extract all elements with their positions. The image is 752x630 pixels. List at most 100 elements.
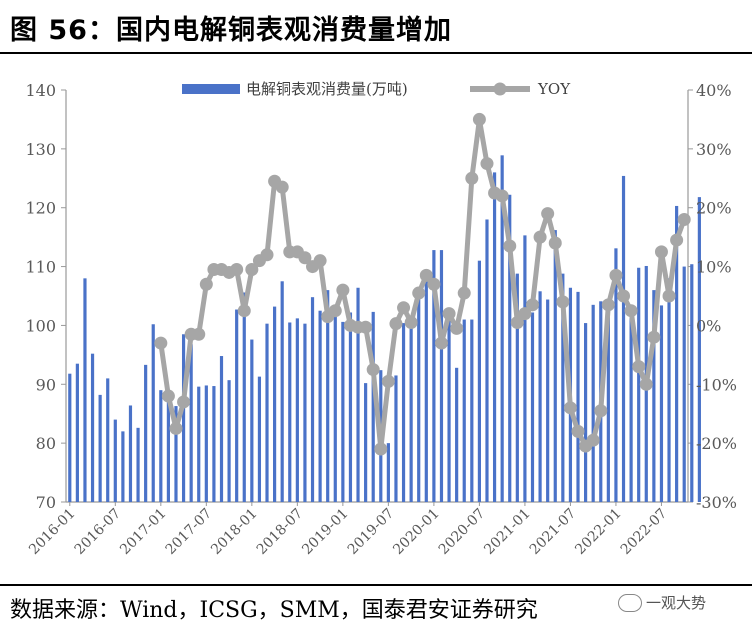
right-y-tick-label: 30% bbox=[696, 140, 732, 159]
legend-line-label: YOY bbox=[537, 80, 571, 98]
source-note: 数据来源：Wind，ICSG，SMM，国泰君安证券研究 bbox=[10, 598, 538, 623]
yoy-point bbox=[609, 268, 623, 282]
consumption-bar bbox=[652, 290, 656, 502]
consumption-bar bbox=[235, 309, 239, 502]
yoy-point bbox=[328, 304, 342, 318]
consumption-bar bbox=[83, 278, 87, 502]
yoy-point bbox=[419, 268, 433, 282]
yoy-point bbox=[647, 330, 661, 344]
consumption-bar bbox=[265, 323, 269, 502]
left-y-tick-label: 100 bbox=[25, 316, 56, 335]
combo-chart: 70 80 90 100 110 120 130 140 -30% -20% -10% 0% 10% 20… bbox=[25, 80, 737, 558]
yoy-point bbox=[639, 377, 653, 391]
consumption-bar bbox=[197, 386, 201, 502]
yoy-point bbox=[503, 239, 517, 253]
consumption-bar bbox=[250, 339, 254, 502]
yoy-point bbox=[533, 230, 547, 244]
title-divider bbox=[0, 52, 752, 54]
yoy-point bbox=[397, 301, 411, 315]
consumption-bar bbox=[614, 248, 618, 502]
right-y-tick-label: -10% bbox=[696, 375, 737, 394]
watermark-text: 一观大势 bbox=[646, 594, 707, 612]
x-tick-label: 2021-07 bbox=[527, 506, 579, 558]
yoy-point bbox=[563, 401, 577, 415]
yoy-point bbox=[275, 180, 289, 194]
consumption-bar bbox=[584, 323, 588, 502]
yoy-point bbox=[313, 254, 327, 268]
yoy-point bbox=[586, 433, 600, 447]
consumption-bar bbox=[280, 281, 284, 502]
consumption-bar bbox=[288, 322, 292, 502]
right-y-tick-label: -30% bbox=[696, 493, 737, 512]
right-y-tick-label: 10% bbox=[696, 258, 732, 277]
consumption-bar bbox=[386, 443, 390, 502]
consumption-bar bbox=[690, 264, 694, 502]
consumption-bar bbox=[273, 306, 277, 502]
yoy-point bbox=[442, 307, 456, 321]
yoy-point bbox=[518, 307, 532, 321]
consumption-bar bbox=[637, 267, 641, 502]
legend: 电解铜表观消费量(万吨) YOY bbox=[182, 80, 571, 98]
figure-title: 图 56：国内电解铜表观消费量增加 bbox=[10, 15, 452, 46]
yoy-point bbox=[617, 289, 631, 303]
yoy-point bbox=[434, 336, 448, 350]
x-tick-label: 2020-07 bbox=[436, 506, 488, 558]
consumption-bar bbox=[424, 275, 428, 502]
yoy-point bbox=[601, 298, 615, 312]
x-tick-label: 2017-01 bbox=[117, 506, 169, 558]
consumption-bar bbox=[295, 318, 299, 502]
consumption-bar bbox=[303, 323, 307, 502]
yoy-point bbox=[366, 363, 380, 377]
consumption-bar bbox=[181, 334, 186, 502]
consumption-bar bbox=[515, 273, 519, 502]
yoy-point bbox=[495, 189, 509, 203]
consumption-bar bbox=[538, 291, 542, 502]
x-tick-label: 2019-07 bbox=[345, 506, 397, 558]
yoy-point bbox=[548, 236, 562, 250]
yoy-point bbox=[465, 171, 479, 185]
consumption-bar bbox=[455, 367, 459, 502]
x-tick-label: 2016-01 bbox=[26, 506, 78, 558]
consumption-bar bbox=[348, 312, 353, 502]
consumption-bar bbox=[310, 297, 315, 502]
yoy-point bbox=[526, 298, 539, 312]
yoy-point bbox=[427, 277, 441, 291]
yoy-point bbox=[472, 112, 486, 126]
yoy-line bbox=[158, 116, 687, 452]
x-tick-label: 2016-07 bbox=[72, 506, 124, 558]
yoy-point bbox=[230, 263, 244, 277]
yoy-point bbox=[154, 336, 168, 350]
consumption-bar bbox=[166, 399, 170, 502]
consumption-bar bbox=[462, 319, 466, 502]
consumption-bar bbox=[591, 304, 595, 502]
consumption-bar bbox=[242, 292, 246, 502]
consumption-bar bbox=[144, 364, 148, 502]
x-tick-label: 2018-07 bbox=[254, 506, 306, 558]
legend-bar-swatch bbox=[182, 84, 240, 94]
consumption-bar bbox=[326, 290, 330, 502]
consumption-bar bbox=[675, 205, 679, 502]
consumption-bar bbox=[212, 386, 216, 502]
consumption-bar bbox=[508, 194, 512, 502]
bar-series-consumption bbox=[68, 155, 701, 502]
source-divider bbox=[0, 584, 752, 586]
right-y-tick-label: 0% bbox=[696, 316, 721, 335]
consumption-bar bbox=[432, 250, 436, 502]
yoy-point bbox=[199, 277, 213, 291]
yoy-point bbox=[381, 374, 395, 388]
yoy-point bbox=[662, 289, 676, 303]
consumption-bar bbox=[697, 197, 701, 502]
yoy-point bbox=[677, 212, 691, 226]
yoy-point bbox=[389, 317, 403, 331]
consumption-bar bbox=[90, 353, 95, 502]
consumption-bar bbox=[447, 312, 451, 502]
consumption-bar bbox=[159, 390, 163, 502]
x-tick-label: 2021-01 bbox=[481, 506, 533, 558]
consumption-bar bbox=[477, 260, 481, 502]
consumption-bar bbox=[682, 266, 686, 502]
consumption-bar bbox=[500, 155, 504, 502]
yoy-point bbox=[624, 304, 638, 318]
consumption-bar bbox=[485, 219, 489, 502]
chat-bubble-icon bbox=[618, 593, 642, 612]
consumption-bar bbox=[576, 291, 580, 502]
